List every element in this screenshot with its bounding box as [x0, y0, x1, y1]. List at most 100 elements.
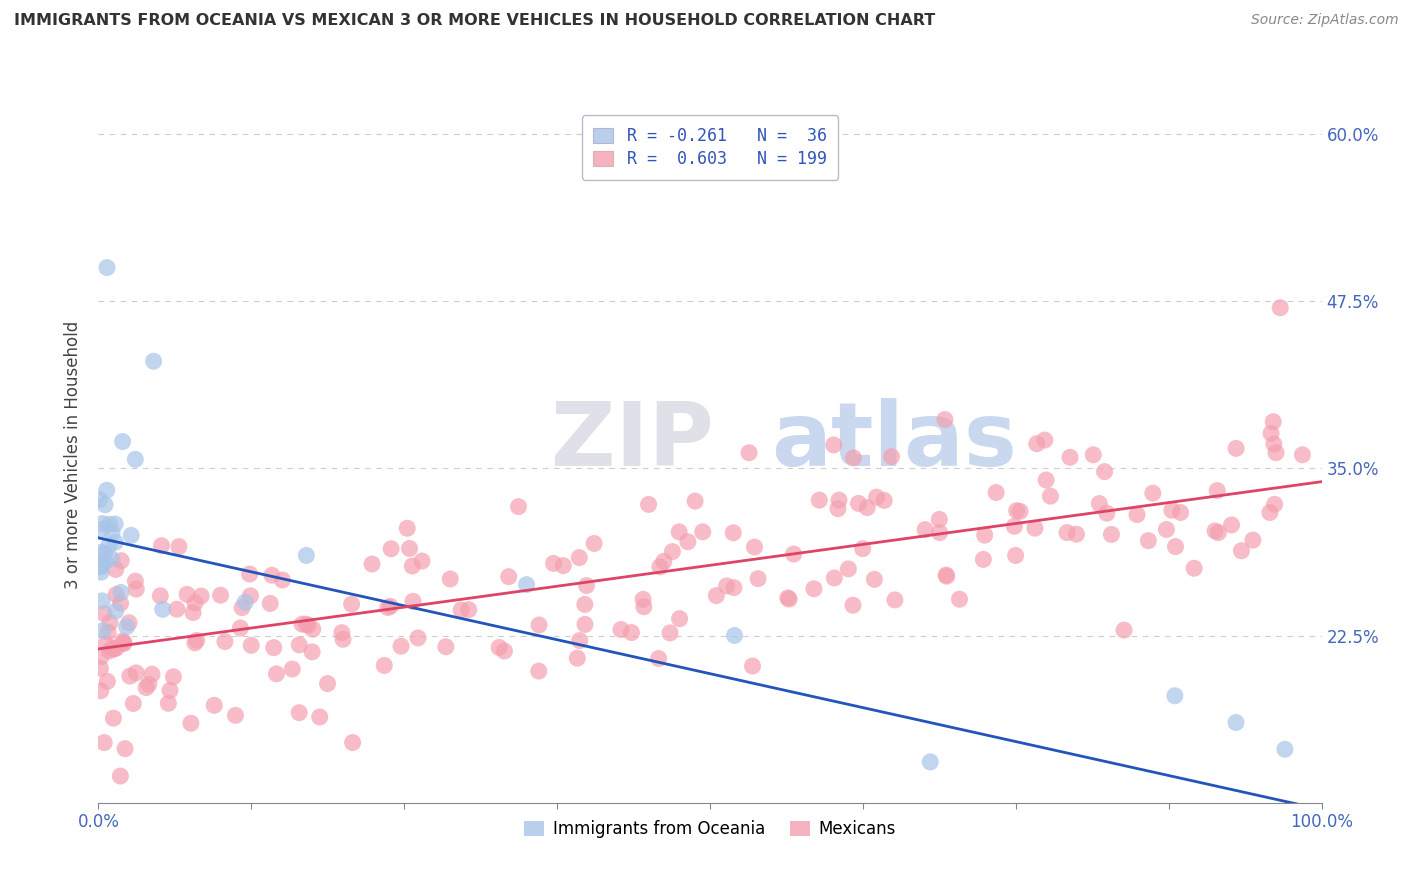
Point	[973, 528, 995, 542]
Legend: Immigrants from Oceania, Mexicans: Immigrants from Oceania, Mexicans	[516, 812, 904, 847]
Point	[856, 500, 879, 515]
Point	[1137, 533, 1160, 548]
Point	[162, 670, 184, 684]
Point	[110, 596, 132, 610]
Point	[1033, 433, 1056, 447]
Point	[1035, 473, 1057, 487]
Point	[104, 562, 127, 576]
Point	[263, 640, 285, 655]
Point	[880, 450, 903, 464]
Point	[401, 559, 423, 574]
Point	[281, 662, 304, 676]
Point	[91, 523, 114, 537]
Point	[1182, 561, 1205, 575]
Point	[361, 557, 384, 571]
Point	[114, 741, 136, 756]
Point	[1260, 426, 1282, 441]
Point	[928, 525, 950, 540]
Point	[91, 516, 114, 531]
Text: atlas: atlas	[772, 398, 1017, 484]
Point	[837, 562, 859, 576]
Point	[778, 592, 800, 607]
Point	[101, 525, 124, 540]
Point	[716, 579, 738, 593]
Point	[157, 696, 180, 710]
Point	[209, 588, 232, 602]
Point	[828, 493, 851, 508]
Point	[808, 493, 831, 508]
Point	[90, 545, 112, 559]
Point	[1008, 504, 1031, 518]
Point	[1225, 442, 1247, 456]
Point	[1083, 448, 1105, 462]
Point	[1206, 483, 1229, 498]
Point	[783, 547, 806, 561]
Point	[373, 658, 395, 673]
Point	[93, 607, 115, 621]
Point	[166, 602, 188, 616]
Point	[176, 587, 198, 601]
Point	[1208, 525, 1230, 540]
Point	[111, 634, 134, 648]
Point	[1265, 445, 1288, 459]
Point	[260, 568, 283, 582]
Point	[118, 615, 141, 630]
Point	[152, 602, 174, 616]
Point	[1264, 497, 1286, 511]
Point	[434, 640, 457, 654]
Point	[316, 676, 339, 690]
Point	[89, 559, 111, 574]
Point	[295, 617, 318, 632]
Point	[101, 641, 124, 656]
Point	[90, 559, 112, 574]
Point	[439, 572, 461, 586]
Point	[159, 683, 181, 698]
Point	[984, 485, 1007, 500]
Point	[668, 524, 690, 539]
Point	[1220, 518, 1243, 533]
Point	[111, 434, 134, 449]
Point	[301, 622, 323, 636]
Text: ZIP: ZIP	[551, 398, 714, 484]
Point	[920, 755, 942, 769]
Point	[332, 632, 354, 647]
Point	[184, 636, 207, 650]
Point	[567, 651, 589, 665]
Point	[91, 594, 114, 608]
Point	[692, 524, 714, 539]
Point	[741, 659, 763, 673]
Point	[94, 637, 117, 651]
Point	[103, 642, 125, 657]
Point	[105, 587, 128, 601]
Point	[1095, 506, 1118, 520]
Point	[823, 438, 845, 452]
Point	[508, 500, 530, 514]
Point	[229, 621, 252, 635]
Point	[637, 497, 659, 511]
Point	[704, 589, 727, 603]
Point	[683, 494, 706, 508]
Point	[94, 554, 117, 568]
Point	[297, 618, 319, 632]
Point	[411, 554, 433, 568]
Point	[233, 595, 256, 609]
Point	[150, 539, 173, 553]
Point	[301, 645, 323, 659]
Point	[142, 354, 165, 368]
Point	[103, 711, 125, 725]
Point	[98, 615, 121, 630]
Point	[803, 582, 825, 596]
Point	[738, 446, 761, 460]
Point	[402, 594, 425, 608]
Point	[1241, 533, 1264, 548]
Point	[96, 674, 118, 689]
Point	[883, 593, 905, 607]
Point	[97, 625, 120, 640]
Point	[934, 412, 956, 426]
Text: Source: ZipAtlas.com: Source: ZipAtlas.com	[1251, 13, 1399, 28]
Point	[100, 552, 122, 566]
Point	[676, 534, 699, 549]
Point	[747, 572, 769, 586]
Point	[190, 589, 212, 603]
Point	[98, 517, 121, 532]
